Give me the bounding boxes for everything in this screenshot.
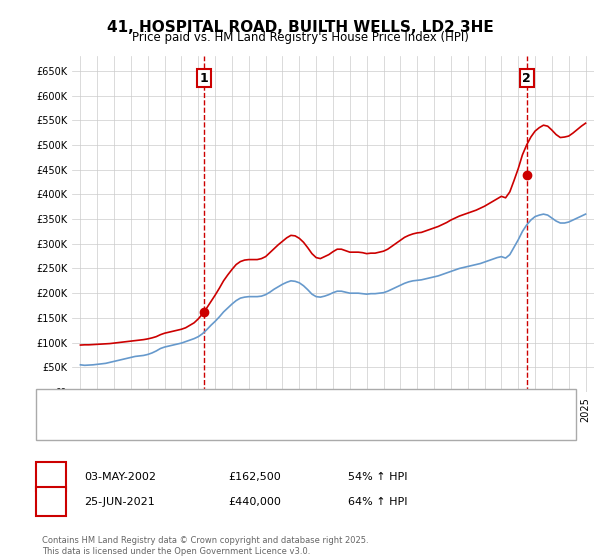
Text: 2: 2	[47, 497, 55, 507]
Text: 25-JUN-2021: 25-JUN-2021	[84, 497, 155, 507]
Text: Price paid vs. HM Land Registry's House Price Index (HPI): Price paid vs. HM Land Registry's House …	[131, 31, 469, 44]
Text: 41, HOSPITAL ROAD, BUILTH WELLS, LD2 3HE (detached house): 41, HOSPITAL ROAD, BUILTH WELLS, LD2 3HE…	[93, 401, 404, 411]
Text: 41, HOSPITAL ROAD, BUILTH WELLS, LD2 3HE: 41, HOSPITAL ROAD, BUILTH WELLS, LD2 3HE	[107, 20, 493, 35]
Text: £162,500: £162,500	[228, 472, 281, 482]
Text: HPI: Average price, detached house, Powys: HPI: Average price, detached house, Powy…	[93, 418, 304, 428]
Text: 2: 2	[522, 72, 531, 85]
Text: ─────: ─────	[54, 401, 88, 411]
Text: ─────: ─────	[54, 418, 88, 428]
Text: 54% ↑ HPI: 54% ↑ HPI	[348, 472, 407, 482]
Text: 1: 1	[47, 472, 55, 482]
Text: £440,000: £440,000	[228, 497, 281, 507]
Text: 03-MAY-2002: 03-MAY-2002	[84, 472, 156, 482]
Text: 64% ↑ HPI: 64% ↑ HPI	[348, 497, 407, 507]
Text: Contains HM Land Registry data © Crown copyright and database right 2025.
This d: Contains HM Land Registry data © Crown c…	[42, 536, 368, 556]
Text: 1: 1	[199, 72, 208, 85]
